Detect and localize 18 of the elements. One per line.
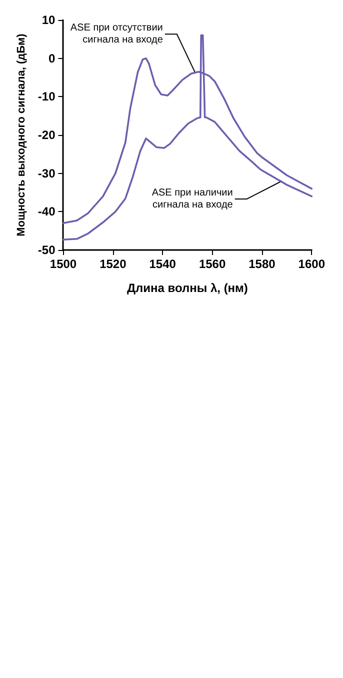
y-tick-label: -20	[38, 128, 56, 142]
y-axis-title: Мощность выходного сигнала, (дБм)	[16, 33, 28, 236]
y-tick-label: -10	[38, 90, 56, 104]
y-tick-label: 10	[42, 13, 56, 27]
x-tick-label: 1500	[50, 257, 77, 271]
y-tick-label: -30	[38, 166, 56, 180]
x-tick-label: 1580	[248, 257, 276, 271]
line-series	[62, 34, 313, 241]
annotation: ASE при наличии сигнала на входе	[152, 188, 234, 210]
y-tick-label: 0	[48, 51, 56, 66]
x-axis-title: Длина волны λ, (нм)	[126, 281, 248, 295]
y-tick-label: -40	[38, 204, 56, 219]
y-tick-label: -50	[38, 243, 56, 257]
x-tick-label: 1520	[100, 257, 127, 271]
x-tick-label: 1540	[149, 257, 176, 271]
x-tick-label: 1560	[198, 257, 226, 271]
annotation: ASE при отсутствии сигнала на входе	[70, 22, 164, 46]
x-tick-label: 1600	[298, 257, 326, 271]
